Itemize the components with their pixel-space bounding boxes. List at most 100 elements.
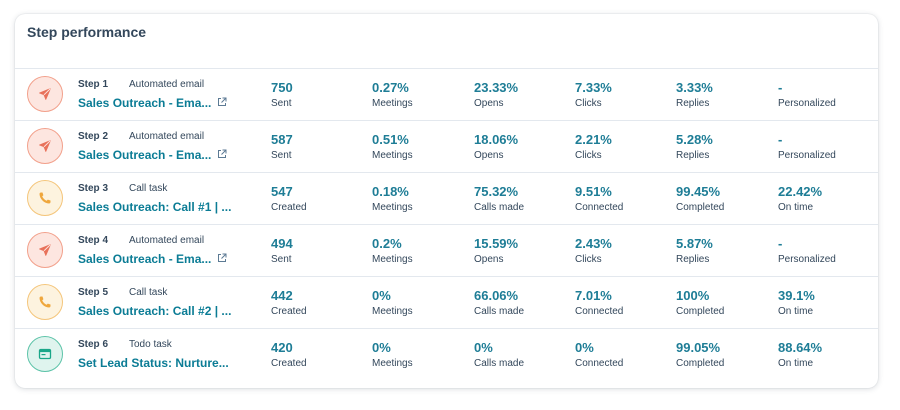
- metric-meetings: 0.18% Meetings: [372, 184, 413, 214]
- metric-value: 587: [271, 132, 293, 147]
- step-name-link[interactable]: Sales Outreach - Ema...: [78, 96, 212, 110]
- metric-personalized-or-ontime: - Personalized: [778, 80, 836, 110]
- metric-label: Opens: [474, 150, 504, 161]
- metric-opens-or-calls: 66.06% Calls made: [474, 288, 524, 318]
- metric-value: 22.42%: [778, 184, 823, 199]
- metric-value: -: [778, 236, 783, 251]
- metric-value: 9.51%: [575, 184, 612, 199]
- metric-label: Meetings: [372, 202, 413, 213]
- step-row: Step 3 Call task Sales Outreach: Call #1 |…: [15, 172, 878, 224]
- metric-value: 15.59%: [474, 236, 519, 251]
- step-number: Step 6: [78, 339, 109, 350]
- metric-label: Clicks: [575, 254, 602, 265]
- step-name-link[interactable]: Sales Outreach: Call #1 | ...: [78, 200, 232, 214]
- metric-replies-or-completed: 5.28% Replies: [676, 132, 713, 162]
- metric-value: 5.28%: [676, 132, 713, 147]
- step-type: Call task: [129, 183, 168, 194]
- metric-value: 0%: [474, 340, 493, 355]
- metric-meetings: 0.27% Meetings: [372, 80, 413, 110]
- step-number: Step 4: [78, 235, 109, 246]
- metric-value: 99.45%: [676, 184, 721, 199]
- step-type: Todo task: [129, 339, 172, 350]
- metric-replies-or-completed: 99.45% Completed: [676, 184, 724, 214]
- metric-label: Created: [271, 358, 307, 369]
- metric-value: 0%: [372, 340, 391, 355]
- metric-value: 0.2%: [372, 236, 402, 251]
- send-icon: [27, 76, 63, 112]
- metric-sent-or-created: 587 Sent: [271, 132, 293, 162]
- metric-label: Calls made: [474, 306, 525, 317]
- metric-opens-or-calls: 23.33% Opens: [474, 80, 518, 110]
- external-link-icon[interactable]: [217, 94, 227, 106]
- metric-sent-or-created: 547 Created: [271, 184, 307, 214]
- metric-label: Personalized: [778, 150, 836, 161]
- metric-value: 0.27%: [372, 80, 409, 95]
- phone-icon: [27, 284, 63, 320]
- metric-label: Meetings: [372, 254, 413, 265]
- metric-label: Completed: [676, 202, 725, 213]
- metric-label: Connected: [575, 358, 624, 369]
- external-link-icon[interactable]: [217, 250, 227, 262]
- metric-value: 7.33%: [575, 80, 612, 95]
- external-link-icon[interactable]: [217, 146, 227, 158]
- metric-value: 5.87%: [676, 236, 713, 251]
- metric-label: On time: [778, 202, 814, 213]
- metric-value: 18.06%: [474, 132, 519, 147]
- metric-clicks-or-connected: 9.51% Connected: [575, 184, 623, 214]
- metric-value: 75.32%: [474, 184, 519, 199]
- metric-clicks-or-connected: 7.01% Connected: [575, 288, 623, 318]
- metric-meetings: 0% Meetings: [372, 340, 413, 370]
- metric-value: 0%: [575, 340, 594, 355]
- metric-value: 2.43%: [575, 236, 612, 251]
- step-type: Automated email: [129, 131, 205, 142]
- metric-label: Completed: [676, 358, 725, 369]
- metric-meetings: 0% Meetings: [372, 288, 413, 318]
- metric-sent-or-created: 420 Created: [271, 340, 307, 370]
- step-number: Step 3: [78, 183, 109, 194]
- step-performance-card: Step performance Step 1 Automated email Sa…: [15, 14, 878, 388]
- metric-label: Calls made: [474, 202, 525, 213]
- metric-label: Replies: [676, 150, 710, 161]
- metric-label: Meetings: [372, 98, 413, 109]
- step-name-link[interactable]: Set Lead Status: Nurture...: [78, 356, 229, 370]
- metric-sent-or-created: 750 Sent: [271, 80, 293, 110]
- metric-label: Completed: [676, 306, 725, 317]
- metric-replies-or-completed: 100% Completed: [676, 288, 724, 318]
- metric-opens-or-calls: 18.06% Opens: [474, 132, 518, 162]
- metric-label: Personalized: [778, 98, 836, 109]
- metric-label: Connected: [575, 306, 624, 317]
- metric-label: Sent: [271, 254, 292, 265]
- card-title: Step performance: [27, 24, 147, 40]
- metric-value: 99.05%: [676, 340, 721, 355]
- metric-value: 442: [271, 288, 293, 303]
- metric-value: 420: [271, 340, 293, 355]
- step-row: Step 2 Automated email Sales Outreach - Em…: [15, 120, 878, 172]
- todo-icon: [27, 336, 63, 372]
- metric-clicks-or-connected: 0% Connected: [575, 340, 623, 370]
- metric-value: 0%: [372, 288, 391, 303]
- metric-label: Replies: [676, 98, 710, 109]
- send-icon: [27, 128, 63, 164]
- metric-clicks-or-connected: 2.21% Clicks: [575, 132, 612, 162]
- step-name-link[interactable]: Sales Outreach - Ema...: [78, 252, 212, 266]
- step-row: Step 1 Automated email Sales Outreach - Em…: [15, 68, 878, 120]
- step-number: Step 2: [78, 131, 109, 142]
- metric-opens-or-calls: 75.32% Calls made: [474, 184, 524, 214]
- step-number: Step 1: [78, 79, 109, 90]
- metric-value: -: [778, 132, 783, 147]
- send-icon: [27, 232, 63, 268]
- metric-label: Connected: [575, 202, 624, 213]
- step-row: Step 6 Todo task Set Lead Status: Nurture.…: [15, 328, 878, 380]
- metric-replies-or-completed: 3.33% Replies: [676, 80, 713, 110]
- metric-label: Personalized: [778, 254, 836, 265]
- metric-meetings: 0.51% Meetings: [372, 132, 413, 162]
- step-name-link[interactable]: Sales Outreach: Call #2 | ...: [78, 304, 232, 318]
- metric-value: 0.18%: [372, 184, 409, 199]
- metric-meetings: 0.2% Meetings: [372, 236, 413, 266]
- metric-replies-or-completed: 99.05% Completed: [676, 340, 724, 370]
- step-name-link[interactable]: Sales Outreach - Ema...: [78, 148, 212, 162]
- step-type: Call task: [129, 287, 168, 298]
- metric-value: 547: [271, 184, 293, 199]
- metric-sent-or-created: 442 Created: [271, 288, 307, 318]
- step-type: Automated email: [129, 79, 205, 90]
